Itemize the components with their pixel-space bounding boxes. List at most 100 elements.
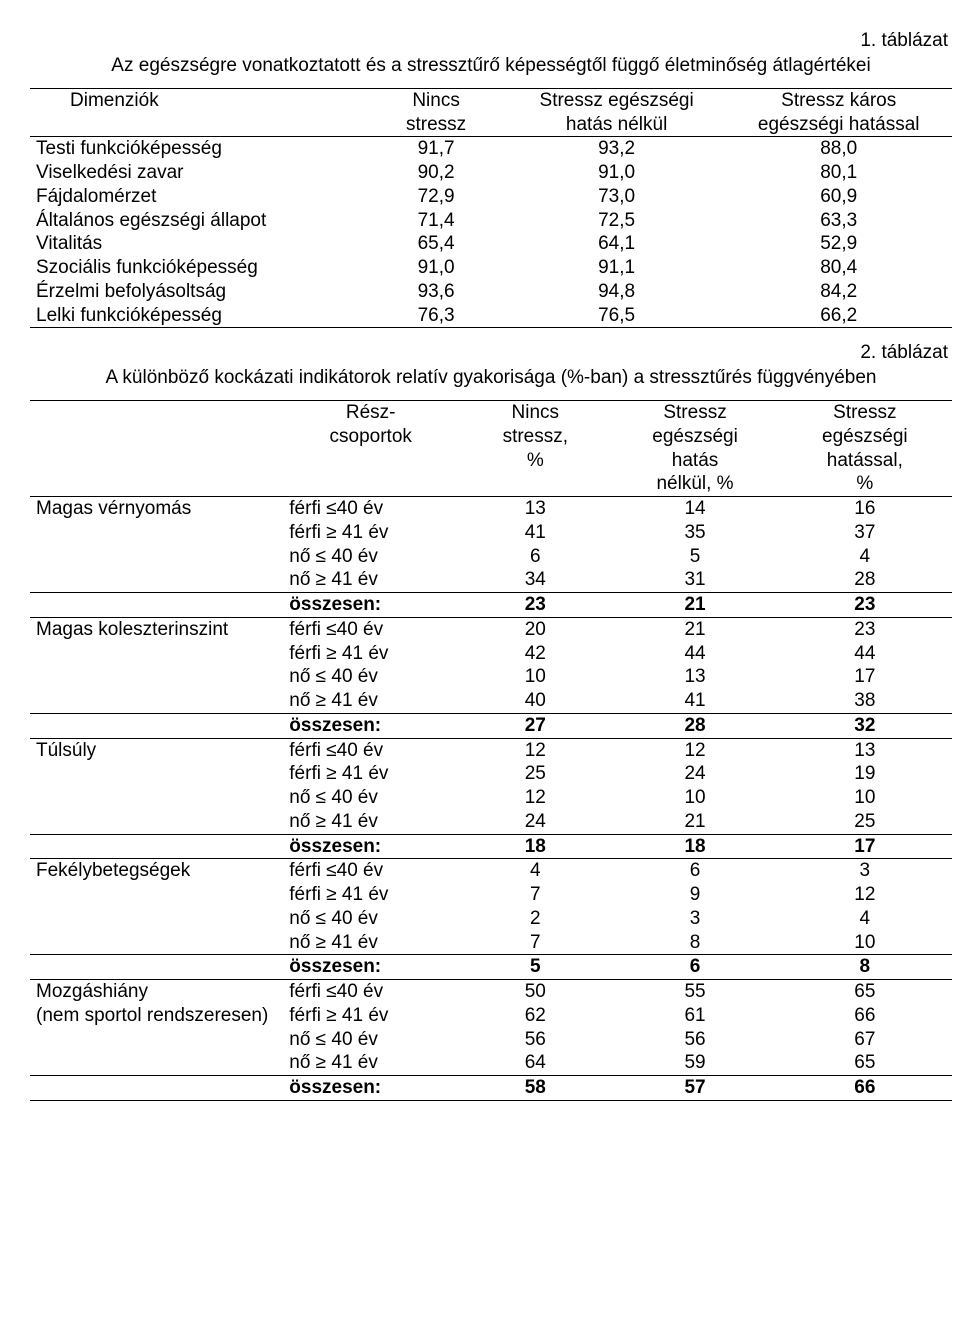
- table2-cell: 21: [612, 810, 777, 834]
- table2-cell: 17: [778, 665, 952, 689]
- table1-cell: 90,2: [364, 161, 507, 185]
- table2-subgroup: nő ≤ 40 év: [283, 665, 458, 689]
- table1-cell: 88,0: [725, 137, 952, 161]
- table2-cell: 4: [778, 545, 952, 569]
- table1-cell: 91,1: [508, 256, 726, 280]
- table1-cell: 66,2: [725, 304, 952, 328]
- table2-subgroup: férfi ≤40 év: [283, 980, 458, 1004]
- table1-row: Vitalitás65,464,152,9: [30, 232, 952, 256]
- table2-cell: 14: [612, 497, 777, 521]
- table1: Dimenziók Nincsstressz Stressz egészségi…: [30, 88, 952, 329]
- table2-rowname: [30, 762, 283, 786]
- table2-cell: 12: [458, 786, 612, 810]
- table2-subgroup: férfi ≤40 év: [283, 617, 458, 641]
- table2-header-4: Stresszegészségihatással,%: [778, 401, 952, 497]
- table2-cell: 13: [458, 497, 612, 521]
- table2-cell: 44: [778, 642, 952, 666]
- table2-row: nő ≤ 40 év234: [30, 907, 952, 931]
- table2-header-1: Rész-csoportok: [283, 401, 458, 497]
- table2-rowname: [30, 545, 283, 569]
- table2-cell: 12: [778, 883, 952, 907]
- table1-cell: 94,8: [508, 280, 726, 304]
- table2-row: Fekélybetegségekférfi ≤40 év463: [30, 859, 952, 883]
- table2-rowname: Magas koleszterinszint: [30, 617, 283, 641]
- table1-cell: 71,4: [364, 209, 507, 233]
- table1-cell: Viselkedési zavar: [30, 161, 364, 185]
- table2-subgroup: férfi ≤40 év: [283, 497, 458, 521]
- table2-rowname: (nem sportol rendszeresen): [30, 1004, 283, 1028]
- table2-row: Magas koleszterinszintférfi ≤40 év202123: [30, 617, 952, 641]
- table2-rowname: Magas vérnyomás: [30, 497, 283, 521]
- table2-row: férfi ≥ 41 év413537: [30, 521, 952, 545]
- table2-total-empty: [30, 834, 283, 859]
- table2-cell: 9: [612, 883, 777, 907]
- table2-rowname: [30, 665, 283, 689]
- table2-cell: 4: [778, 907, 952, 931]
- table2-row: nő ≥ 41 év7810: [30, 931, 952, 955]
- table2-total-label: összesen:: [283, 593, 458, 618]
- table2-rowname: [30, 810, 283, 834]
- table2-cell: 62: [458, 1004, 612, 1028]
- table2-rowname: [30, 568, 283, 592]
- table2-subgroup: nő ≥ 41 év: [283, 810, 458, 834]
- table2-cell: 31: [612, 568, 777, 592]
- table2-total-cell: 57: [612, 1076, 777, 1101]
- table2-rowname: [30, 883, 283, 907]
- table2-row: férfi ≥ 41 év252419: [30, 762, 952, 786]
- table2-cell: 67: [778, 1028, 952, 1052]
- table2-cell: 13: [778, 738, 952, 762]
- table2-row: nő ≥ 41 év404138: [30, 689, 952, 713]
- table1-cell: 80,1: [725, 161, 952, 185]
- table2-cell: 7: [458, 931, 612, 955]
- table2-total-label: összesen:: [283, 1076, 458, 1101]
- table2-total-cell: 23: [778, 593, 952, 618]
- table2-title: A különböző kockázati indikátorok relatí…: [101, 366, 881, 390]
- table2-total-cell: 21: [612, 593, 777, 618]
- table1-title: Az egészségre vonatkoztatott és a stress…: [101, 54, 881, 78]
- table2-label: 2. táblázat: [30, 342, 952, 364]
- table2-rowname: [30, 1051, 283, 1075]
- table2-cell: 3: [778, 859, 952, 883]
- table2-row: Túlsúlyférfi ≤40 év121213: [30, 738, 952, 762]
- table2-cell: 7: [458, 883, 612, 907]
- table2-cell: 41: [458, 521, 612, 545]
- table2-total-row: összesen:181817: [30, 834, 952, 859]
- table2-cell: 38: [778, 689, 952, 713]
- table2-cell: 16: [778, 497, 952, 521]
- table1-cell: 72,5: [508, 209, 726, 233]
- table2-subgroup: férfi ≤40 év: [283, 859, 458, 883]
- table2-subgroup: férfi ≥ 41 év: [283, 521, 458, 545]
- table2-cell: 55: [612, 980, 777, 1004]
- table1-cell: Lelki funkcióképesség: [30, 304, 364, 328]
- table2-row: nő ≥ 41 év343128: [30, 568, 952, 592]
- table2-total-label: összesen:: [283, 713, 458, 738]
- table2-cell: 10: [458, 665, 612, 689]
- table2-cell: 25: [778, 810, 952, 834]
- table2-rowname: [30, 786, 283, 810]
- table1-cell: Vitalitás: [30, 232, 364, 256]
- table1-header-2: Stressz egészségihatás nélkül: [508, 88, 726, 137]
- table2-row: nő ≤ 40 év654: [30, 545, 952, 569]
- table1-cell: 80,4: [725, 256, 952, 280]
- table2-cell: 65: [778, 980, 952, 1004]
- table1-cell: 84,2: [725, 280, 952, 304]
- table2-total-cell: 6: [612, 955, 777, 980]
- table2-total-cell: 5: [458, 955, 612, 980]
- table2-cell: 3: [612, 907, 777, 931]
- table2: Rész-csoportok Nincsstressz,% Stresszegé…: [30, 400, 952, 1101]
- table2-cell: 42: [458, 642, 612, 666]
- table2-cell: 12: [458, 738, 612, 762]
- table2-row: nő ≤ 40 év565667: [30, 1028, 952, 1052]
- table2-cell: 10: [778, 786, 952, 810]
- table2-row: Magas vérnyomásférfi ≤40 év131416: [30, 497, 952, 521]
- table2-row: Mozgáshiányférfi ≤40 év505565: [30, 980, 952, 1004]
- table2-total-row: összesen:585766: [30, 1076, 952, 1101]
- table2-cell: 24: [458, 810, 612, 834]
- table2-total-cell: 17: [778, 834, 952, 859]
- table1-row: Lelki funkcióképesség76,376,566,2: [30, 304, 952, 328]
- table1-row: Érzelmi befolyásoltság93,694,884,2: [30, 280, 952, 304]
- table1-header-1: Nincsstressz: [364, 88, 507, 137]
- table2-cell: 4: [458, 859, 612, 883]
- table2-cell: 41: [612, 689, 777, 713]
- table2-total-cell: 28: [612, 713, 777, 738]
